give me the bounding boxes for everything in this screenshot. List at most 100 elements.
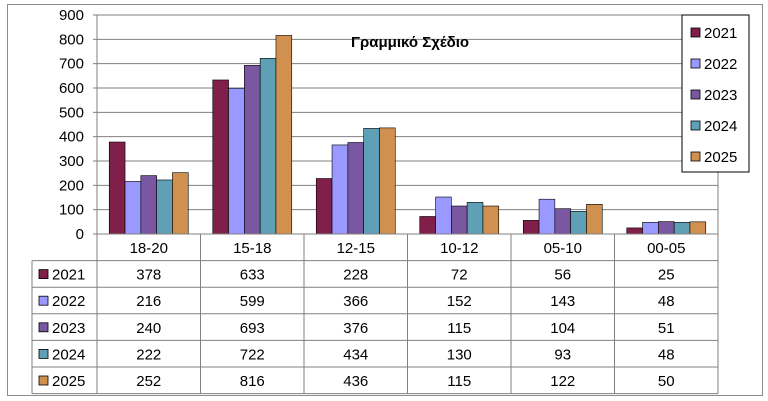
bar-2022-12-15 [331, 144, 349, 235]
bar-2022-05-10 [538, 198, 556, 235]
table-series-label-2025: 2025 [52, 373, 85, 390]
table-series-label-2021: 2021 [52, 267, 85, 284]
bar-2025-10-12 [482, 205, 500, 235]
legend-key-2021 [690, 27, 701, 38]
bar-2024-00-05 [673, 222, 691, 235]
legend-key-2022 [690, 58, 701, 69]
bar-2025-18-20 [172, 172, 189, 235]
x-tick-label: 18-20 [130, 240, 168, 257]
bar-2022-00-05 [642, 222, 659, 235]
y-tick-label: 700 [59, 56, 84, 73]
x-tick-label: 05-10 [544, 240, 582, 257]
x-tick-label: 10-12 [440, 240, 478, 257]
y-axis: 0 100 200 300 400 500 600 700 800 900 [59, 7, 98, 243]
bar-2025-12-15 [379, 127, 396, 235]
legend-label-2025: 2025 [704, 149, 737, 166]
y-tick-label: 300 [59, 153, 84, 170]
y-tick-label: 400 [59, 129, 84, 146]
bar-2024-12-15 [363, 128, 380, 235]
table-cell-value: 240 [136, 320, 161, 337]
y-tick-label: 200 [59, 177, 84, 194]
table-cell-value: 722 [240, 346, 265, 363]
legend-label-2021: 2021 [704, 25, 737, 42]
legend-label-2024: 2024 [704, 118, 737, 135]
bar-2021-10-12 [419, 216, 436, 235]
bar-2024-15-18 [259, 58, 277, 235]
x-tick-label: 00-05 [647, 240, 685, 257]
table-cell-value: 228 [343, 267, 368, 284]
table-cell-value: 633 [240, 267, 265, 284]
bar-2022-18-20 [124, 181, 142, 235]
table-cell-value: 50 [658, 373, 675, 390]
bar-2024-10-12 [466, 202, 484, 235]
bar-2023-12-15 [347, 142, 364, 235]
y-tick-label: 500 [59, 104, 84, 121]
bar-2024-18-20 [156, 179, 173, 235]
table-cell-value: 115 [447, 373, 471, 390]
bar-2023-10-12 [451, 205, 468, 235]
y-tick-label: 100 [59, 202, 84, 219]
data-table: 18-20 15-18 12-15 10-12 05-10 00-05 2021 378 633… [31, 233, 719, 395]
legend-label-2022: 2022 [704, 56, 737, 73]
bar-2023-05-10 [554, 208, 571, 235]
legend-key-2024 [690, 120, 701, 131]
table-cell-value: 122 [550, 373, 575, 390]
table-cell-value: 56 [554, 267, 571, 284]
bar-2021-18-20 [108, 141, 126, 235]
x-tick-label: 12-15 [337, 240, 375, 257]
bar-2022-10-12 [435, 196, 452, 235]
bar-2021-12-15 [315, 178, 333, 235]
bar-2021-00-05 [626, 227, 643, 235]
table-cell-value: 25 [658, 267, 675, 284]
table-series-label-2022: 2022 [52, 293, 85, 310]
table-cell-value: 115 [447, 320, 471, 337]
table-cell-value: 48 [658, 346, 675, 363]
table-cell-value: 366 [343, 293, 368, 310]
legend-key-2023 [690, 89, 701, 100]
chart-title: Γραμμικό Σχέδιο [351, 34, 469, 51]
table-series-label-2023: 2023 [52, 320, 85, 337]
table-cell-value: 436 [343, 373, 368, 390]
y-tick-label: 600 [59, 80, 84, 97]
table-cell-value: 152 [447, 293, 472, 310]
bar-2024-05-10 [570, 211, 587, 235]
table-cell-value: 130 [447, 346, 472, 363]
table-legend-key-2024 [38, 348, 49, 359]
bar-2025-05-10 [586, 204, 603, 235]
table-legend-key-2025 [38, 375, 49, 386]
table-cell-value: 252 [136, 373, 161, 390]
bar-2021-15-18 [212, 79, 229, 235]
table-cell-value: 222 [136, 346, 161, 363]
table-cell-value: 599 [240, 293, 265, 310]
table-cell-value: 434 [343, 346, 368, 363]
table-cell-value: 93 [554, 346, 571, 363]
table-cell-value: 143 [550, 293, 575, 310]
table-cell-value: 104 [550, 320, 575, 337]
table-cell-value: 816 [240, 373, 265, 390]
bar-2023-15-18 [244, 65, 261, 235]
table-cell-value: 376 [343, 320, 368, 337]
table-series-label-2024: 2024 [52, 346, 85, 363]
bar-2025-00-05 [689, 221, 707, 235]
bar-2023-00-05 [658, 221, 675, 235]
table-cell-value: 48 [658, 293, 675, 310]
table-legend-key-2023 [38, 322, 49, 333]
bar-2023-18-20 [140, 175, 157, 235]
bar-2022-15-18 [228, 87, 245, 235]
table-cell-value: 693 [240, 320, 265, 337]
legend-key-2025 [690, 151, 701, 162]
legend-label-2023: 2023 [704, 87, 737, 104]
y-tick-label: 900 [59, 7, 84, 24]
legend: 2021 2022 2023 2024 2025 [681, 14, 750, 173]
y-tick-label: 800 [59, 31, 84, 48]
table-cell-value: 51 [658, 320, 675, 337]
table-legend-key-2022 [38, 295, 49, 306]
table-cell-value: 378 [136, 267, 161, 284]
grid-lines [96, 14, 719, 235]
table-legend-key-2021 [38, 269, 49, 280]
table-cell-value: 216 [136, 293, 161, 310]
plot-area [96, 14, 719, 235]
bar-2021-05-10 [522, 220, 540, 235]
x-tick-label: 15-18 [233, 240, 271, 257]
